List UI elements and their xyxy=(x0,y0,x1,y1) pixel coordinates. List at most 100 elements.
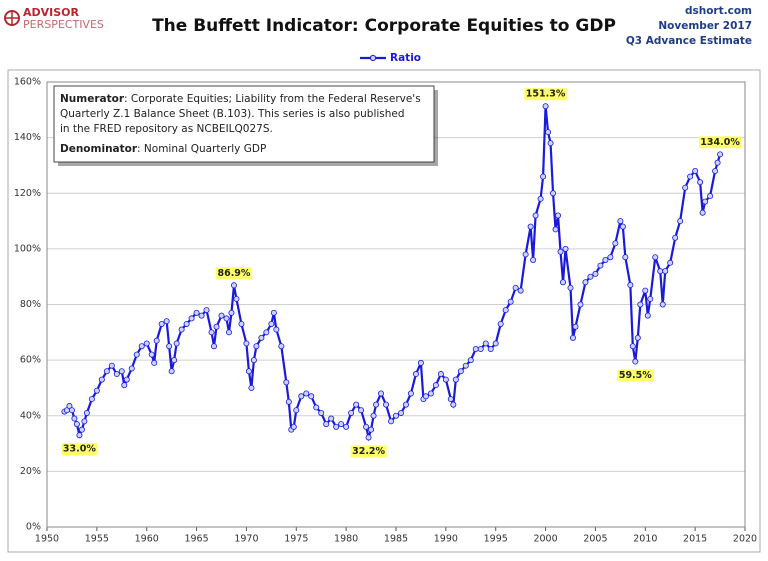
data-point xyxy=(263,329,270,336)
data-point xyxy=(198,312,205,319)
data-point xyxy=(333,423,340,430)
data-point xyxy=(502,307,509,314)
y-tick-label: 80% xyxy=(20,299,41,310)
data-point xyxy=(467,357,474,364)
data-point xyxy=(113,371,120,378)
note-label: Numerator xyxy=(60,93,125,105)
annotation-highlight xyxy=(524,88,567,101)
data-point xyxy=(258,334,265,341)
data-point xyxy=(273,326,280,333)
data-point xyxy=(597,262,604,269)
data-point xyxy=(250,357,257,364)
data-point xyxy=(365,434,372,441)
data-point xyxy=(647,295,654,302)
data-point xyxy=(171,357,178,364)
data-point xyxy=(530,256,537,263)
data-point xyxy=(477,345,484,352)
data-point xyxy=(402,401,409,408)
data-point xyxy=(173,340,180,347)
data-point xyxy=(407,390,414,397)
data-point xyxy=(363,423,370,430)
data-point xyxy=(370,412,377,419)
data-point xyxy=(497,320,504,327)
data-point xyxy=(682,184,689,191)
data-point xyxy=(178,326,185,333)
data-point xyxy=(540,173,547,180)
data-point xyxy=(270,309,277,316)
data-point xyxy=(392,412,399,419)
y-tick-label: 0% xyxy=(26,522,41,533)
x-tick-label: 1960 xyxy=(135,534,159,545)
x-tick-label: 1965 xyxy=(184,534,208,545)
note-line: Quarterly Z.1 Balance Sheet (B.103). Thi… xyxy=(60,108,405,120)
x-tick-label: 2010 xyxy=(633,534,657,545)
data-point xyxy=(547,140,554,147)
data-point xyxy=(208,329,215,336)
y-tick-label: 20% xyxy=(20,466,41,477)
data-point xyxy=(397,409,404,416)
data-point xyxy=(388,418,395,425)
estimate: Q3 Advance Estimate xyxy=(626,35,752,47)
data-point xyxy=(245,368,252,375)
data-point xyxy=(517,287,524,294)
data-point xyxy=(452,376,459,383)
legend-marker xyxy=(369,54,377,62)
data-point xyxy=(522,251,529,258)
data-point xyxy=(188,315,195,322)
data-point xyxy=(707,193,714,200)
data-point xyxy=(627,282,634,289)
data-point xyxy=(659,301,666,308)
data-point xyxy=(587,273,594,280)
data-point xyxy=(353,401,360,408)
logo-top: ADVISOR xyxy=(23,6,80,19)
x-tick-label: 1975 xyxy=(284,534,308,545)
y-tick-label: 40% xyxy=(20,410,41,421)
data-point xyxy=(617,218,624,225)
annotation-label: 33.0% xyxy=(63,444,96,455)
data-point xyxy=(545,129,552,136)
annotation-highlight xyxy=(698,136,742,149)
data-point xyxy=(138,343,145,350)
data-point xyxy=(303,390,310,397)
x-tick-label: 2020 xyxy=(733,534,757,545)
data-point xyxy=(243,340,250,347)
data-point xyxy=(482,340,489,347)
data-point xyxy=(328,415,335,422)
data-point xyxy=(582,279,589,286)
x-tick-label: 1995 xyxy=(484,534,508,545)
data-point xyxy=(644,312,651,319)
data-point xyxy=(163,318,170,325)
note-line: Denominator: Nominal Quarterly GDP xyxy=(60,143,266,155)
data-point xyxy=(677,218,684,225)
note-box: Numerator: Corporate Equities; Liability… xyxy=(53,85,438,166)
data-point xyxy=(168,368,175,375)
data-point xyxy=(652,254,659,261)
data-point xyxy=(83,409,90,416)
data-point xyxy=(472,345,479,352)
plot: 0% 20% 40% 60% 80% 100% 120% 140% 160% 1950 1955 19… xyxy=(14,77,757,545)
note-line: in the FRED repository as NCBEILQ027S. xyxy=(60,123,273,135)
date: November 2017 xyxy=(658,20,752,32)
data-point xyxy=(368,426,375,433)
data-point xyxy=(211,343,218,350)
note-line: Numerator: Corporate Equities; Liability… xyxy=(60,93,421,105)
data-point xyxy=(512,284,519,291)
data-point xyxy=(442,376,449,383)
data-point xyxy=(93,387,100,394)
data-point xyxy=(193,309,200,316)
data-point xyxy=(569,334,576,341)
data-point xyxy=(378,390,385,397)
data-point xyxy=(634,334,641,341)
data-point xyxy=(68,407,75,414)
plot-area xyxy=(46,81,746,528)
data-point xyxy=(552,226,559,233)
data-point xyxy=(562,245,569,252)
data-point xyxy=(123,376,130,383)
x-tick-label: 2000 xyxy=(533,534,557,545)
data-point xyxy=(619,223,626,230)
annotation-label: 134.0% xyxy=(700,137,740,148)
data-point xyxy=(238,320,245,327)
x-tick-label: 1950 xyxy=(35,534,59,545)
data-point xyxy=(166,343,173,350)
